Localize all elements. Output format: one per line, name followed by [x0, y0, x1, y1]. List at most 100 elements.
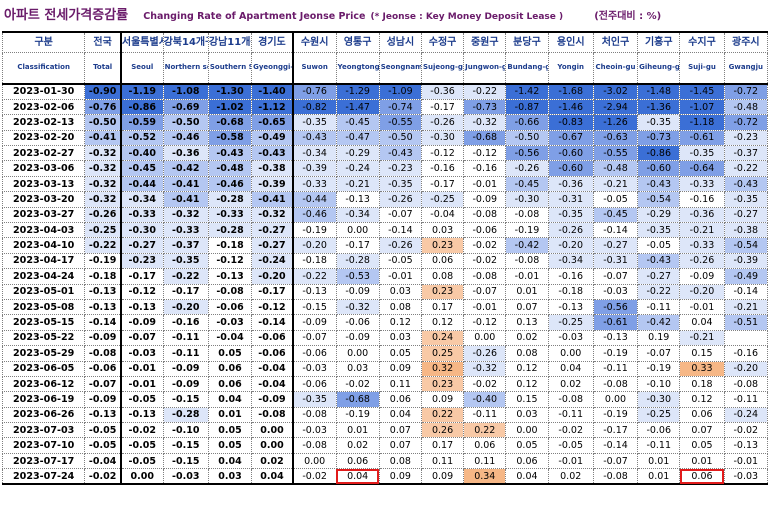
cell-value: 0.00	[335, 345, 380, 362]
cell-value: -0.60	[637, 160, 681, 177]
cell-value: -0.45	[335, 114, 380, 131]
cell-value: -0.55	[378, 114, 422, 131]
table-row: 2023-07-24 -0.02 0.00 -0.03 0.03 0.04 -0.02 0.0…	[1, 468, 769, 486]
cell-value: -0.32	[463, 114, 507, 131]
cell-value: -0.20	[679, 283, 725, 300]
cell-value: -0.73	[463, 98, 507, 116]
cell-value: -0.14	[84, 314, 122, 331]
cell-value: -0.20	[292, 237, 337, 254]
column-header-ko: 광주시	[723, 31, 769, 53]
cell-value: 0.00	[592, 391, 639, 408]
cell-value: -0.26	[378, 237, 422, 254]
cell-value: -0.41	[84, 129, 122, 147]
cell-value: -0.14	[251, 314, 294, 331]
cell-value: -0.35	[679, 145, 725, 162]
cell-value: -0.31	[547, 191, 594, 208]
cell-value: -0.14	[723, 283, 769, 300]
row-date: 2023-06-26	[1, 406, 86, 424]
cell-value: 0.23	[420, 237, 465, 254]
title-note: (* Jeonse : Key Money Deposit Lease )	[370, 12, 564, 22]
column-header-en: Bundang-gu	[505, 51, 549, 85]
cell-value: -0.15	[292, 298, 337, 316]
cell-value: -0.48	[207, 160, 253, 177]
cell-value: -0.27	[251, 222, 294, 239]
cell-value: -0.82	[292, 98, 337, 116]
cell-value: 0.34	[463, 468, 507, 486]
cell-value: 0.04	[207, 391, 253, 408]
cell-value: -0.03	[162, 468, 209, 486]
cell-value: -0.34	[120, 191, 164, 208]
cell-value: -0.03	[723, 468, 769, 486]
cell-value: -0.12	[120, 283, 164, 300]
cell-value: -0.12	[251, 298, 294, 316]
row-date: 2023-07-10	[1, 437, 86, 454]
cell-value: 0.06	[463, 437, 507, 454]
cell-value: -0.08	[463, 268, 507, 285]
cell-value: 0.03	[420, 222, 465, 239]
cell-value: 0.04	[547, 360, 594, 377]
cell-value: -1.36	[637, 98, 681, 116]
cell-value: -0.33	[120, 206, 164, 224]
column-header-ko: 분당구	[505, 31, 549, 53]
cell-value: -0.30	[120, 222, 164, 239]
cell-value: -0.61	[679, 129, 725, 147]
cell-value: -0.53	[335, 268, 380, 285]
cell-value: -0.44	[292, 191, 337, 208]
column-header-en: Jungwon-gu	[463, 51, 507, 85]
cell-value: 0.04	[505, 468, 549, 486]
row-date: 2023-07-24	[1, 468, 86, 486]
cell-value: 0.11	[420, 452, 465, 470]
cell-value: -0.28	[162, 406, 209, 424]
row-date: 2023-04-10	[1, 237, 86, 254]
cell-value: -0.05	[547, 437, 594, 454]
cell-value: 0.07	[378, 422, 422, 439]
cell-value: -0.32	[84, 175, 122, 193]
cell-value: 0.06	[207, 360, 253, 377]
cell-value: -0.02	[335, 375, 380, 393]
cell-value: -0.56	[592, 298, 639, 316]
cell-value: -1.47	[335, 98, 380, 116]
cell-value: 0.06	[207, 375, 253, 393]
cell-value: -1.48	[637, 83, 681, 100]
cell-value: 0.12	[378, 314, 422, 331]
cell-value: -0.31	[592, 252, 639, 270]
cell-value: -0.23	[723, 129, 769, 147]
cell-value: -0.05	[84, 422, 122, 439]
cell-value: -0.02	[84, 468, 122, 486]
cell-value: 0.00	[292, 452, 337, 470]
column-header-en: Classification	[1, 51, 86, 85]
cell-value: -0.13	[292, 283, 337, 300]
cell-value: -0.26	[547, 222, 594, 239]
column-header-en: Gwangju	[723, 51, 769, 85]
cell-value: -0.90	[84, 83, 122, 100]
cell-value: -0.06	[335, 314, 380, 331]
column-header-ko: 전국	[84, 31, 122, 53]
cell-value: 0.09	[420, 468, 465, 486]
cell-value: 0.02	[547, 375, 594, 393]
cell-value: -0.43	[637, 252, 681, 270]
cell-value: -0.09	[162, 375, 209, 393]
cell-value: 0.03	[335, 360, 380, 377]
cell-value: -0.01	[723, 452, 769, 470]
cell-value: -0.59	[120, 114, 164, 131]
cell-value: 0.07	[505, 298, 549, 316]
cell-value: 0.01	[637, 468, 681, 486]
cell-value: -0.02	[547, 422, 594, 439]
cell-value: -1.26	[592, 114, 639, 131]
cell-value: -0.13	[84, 406, 122, 424]
cell-value: -0.22	[162, 268, 209, 285]
column-header-ko: 수원시	[292, 31, 337, 53]
cell-value: -0.01	[463, 175, 507, 193]
cell-value: -0.34	[292, 145, 337, 162]
cell-value: -0.48	[723, 98, 769, 116]
column-header-en: Sujeong-gu	[420, 51, 465, 85]
cell-value: -0.08	[292, 406, 337, 424]
cell-value: -0.03	[292, 360, 337, 377]
cell-value: -0.19	[335, 406, 380, 424]
cell-value: -0.07	[637, 345, 681, 362]
column-header-ko: 수지구	[679, 31, 725, 53]
cell-value: -0.25	[84, 222, 122, 239]
cell-value: -0.46	[207, 175, 253, 193]
cell-value: -1.30	[207, 83, 253, 100]
cell-value: -0.19	[84, 252, 122, 270]
